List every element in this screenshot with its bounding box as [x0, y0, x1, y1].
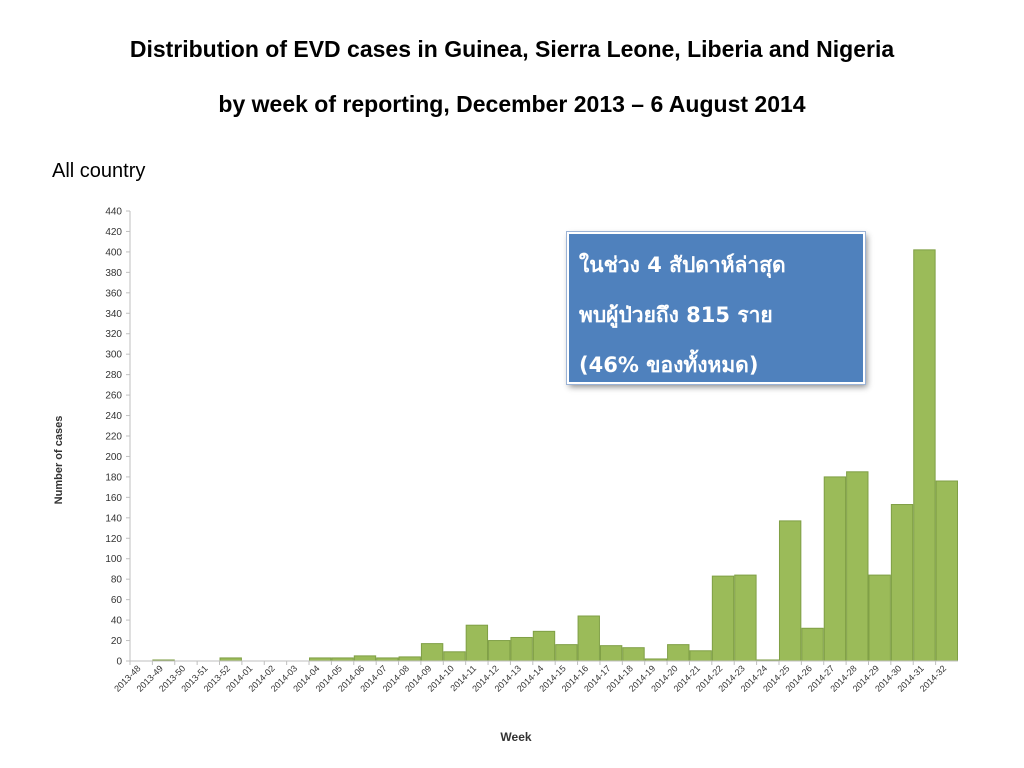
bar-2014-32: [935, 480, 959, 662]
annotation-line-3: (46% ของทั้งหมด): [579, 353, 759, 377]
y-axis-label: Number of cases: [53, 416, 65, 505]
annotation-line-2: พบผู้ป่วยถึง 815 ราย: [579, 303, 773, 327]
bar-2014-31: [913, 249, 936, 662]
bar-2014-28: [846, 471, 869, 662]
slide-title-line2: by week of reporting, December 2013 – 6 …: [218, 91, 806, 117]
bar-2014-20: [667, 644, 690, 662]
y-tick-label: 360: [105, 288, 122, 299]
bar-2014-23: [734, 574, 757, 662]
y-tick-label: 180: [105, 472, 122, 483]
y-tick-label: 400: [105, 247, 122, 258]
y-tick-label: 0: [116, 657, 122, 668]
y-tick-label: 320: [105, 329, 122, 340]
y-tick-label: 100: [105, 554, 122, 565]
annotation-callout: ในช่วง 4 สัปดาห์ล่าสุด พบผู้ป่วยถึง 815 …: [566, 231, 866, 385]
y-tick-label: 40: [111, 616, 123, 627]
bar-2014-30: [890, 504, 914, 662]
y-tick-label: 140: [105, 513, 122, 524]
bar-2014-15: [555, 644, 578, 662]
y-tick-label: 160: [105, 493, 122, 504]
slide-title-line1: Distribution of EVD cases in Guinea, Sie…: [129, 36, 895, 62]
y-axis-ticks: 0 20 40 60 80 100 120 140 160 180 200 220 240 260 280 3…: [105, 207, 130, 668]
y-tick-label: 440: [105, 207, 122, 218]
bar-2014-18: [622, 647, 645, 662]
y-tick-label: 20: [111, 636, 123, 647]
bar-2014-16: [577, 615, 600, 662]
bar-2014-09: [420, 643, 444, 662]
bar-2014-13: [510, 636, 533, 662]
y-tick-label: 340: [105, 309, 122, 320]
y-tick-label: 200: [105, 452, 122, 463]
y-tick-label: 220: [105, 432, 122, 443]
bar-2014-08: [398, 656, 421, 662]
bar-2014-11: [465, 624, 489, 662]
y-tick-label: 300: [105, 350, 122, 361]
bar-2014-26: [801, 627, 824, 662]
y-tick-label: 80: [111, 575, 123, 586]
bar-2014-10: [443, 651, 466, 662]
annotation-line-1: ในช่วง 4 สัปดาห์ล่าสุด: [579, 253, 786, 277]
x-axis-ticks: 2013-482013-492013-502013-512013-522014-…: [112, 661, 948, 694]
chart-subtitle: All country: [52, 160, 146, 182]
y-tick-label: 380: [105, 268, 122, 279]
bar-2014-17: [599, 645, 623, 662]
y-tick-label: 260: [105, 391, 122, 402]
bar-2014-22: [711, 575, 735, 662]
y-tick-label: 420: [105, 227, 122, 238]
y-tick-label: 120: [105, 534, 122, 545]
x-axis-label: Week: [500, 730, 531, 744]
bar-2014-29: [868, 574, 891, 662]
bar-2014-12: [488, 640, 511, 662]
bar-2014-06: [353, 655, 377, 662]
bars: [152, 249, 959, 662]
bar-2014-25: [778, 520, 802, 662]
bar-2014-14: [532, 630, 556, 662]
bar-2014-21: [689, 650, 712, 662]
y-tick-label: 60: [111, 595, 123, 606]
y-tick-label: 280: [105, 370, 122, 381]
bar-2014-27: [823, 476, 847, 662]
y-tick-label: 240: [105, 411, 122, 422]
